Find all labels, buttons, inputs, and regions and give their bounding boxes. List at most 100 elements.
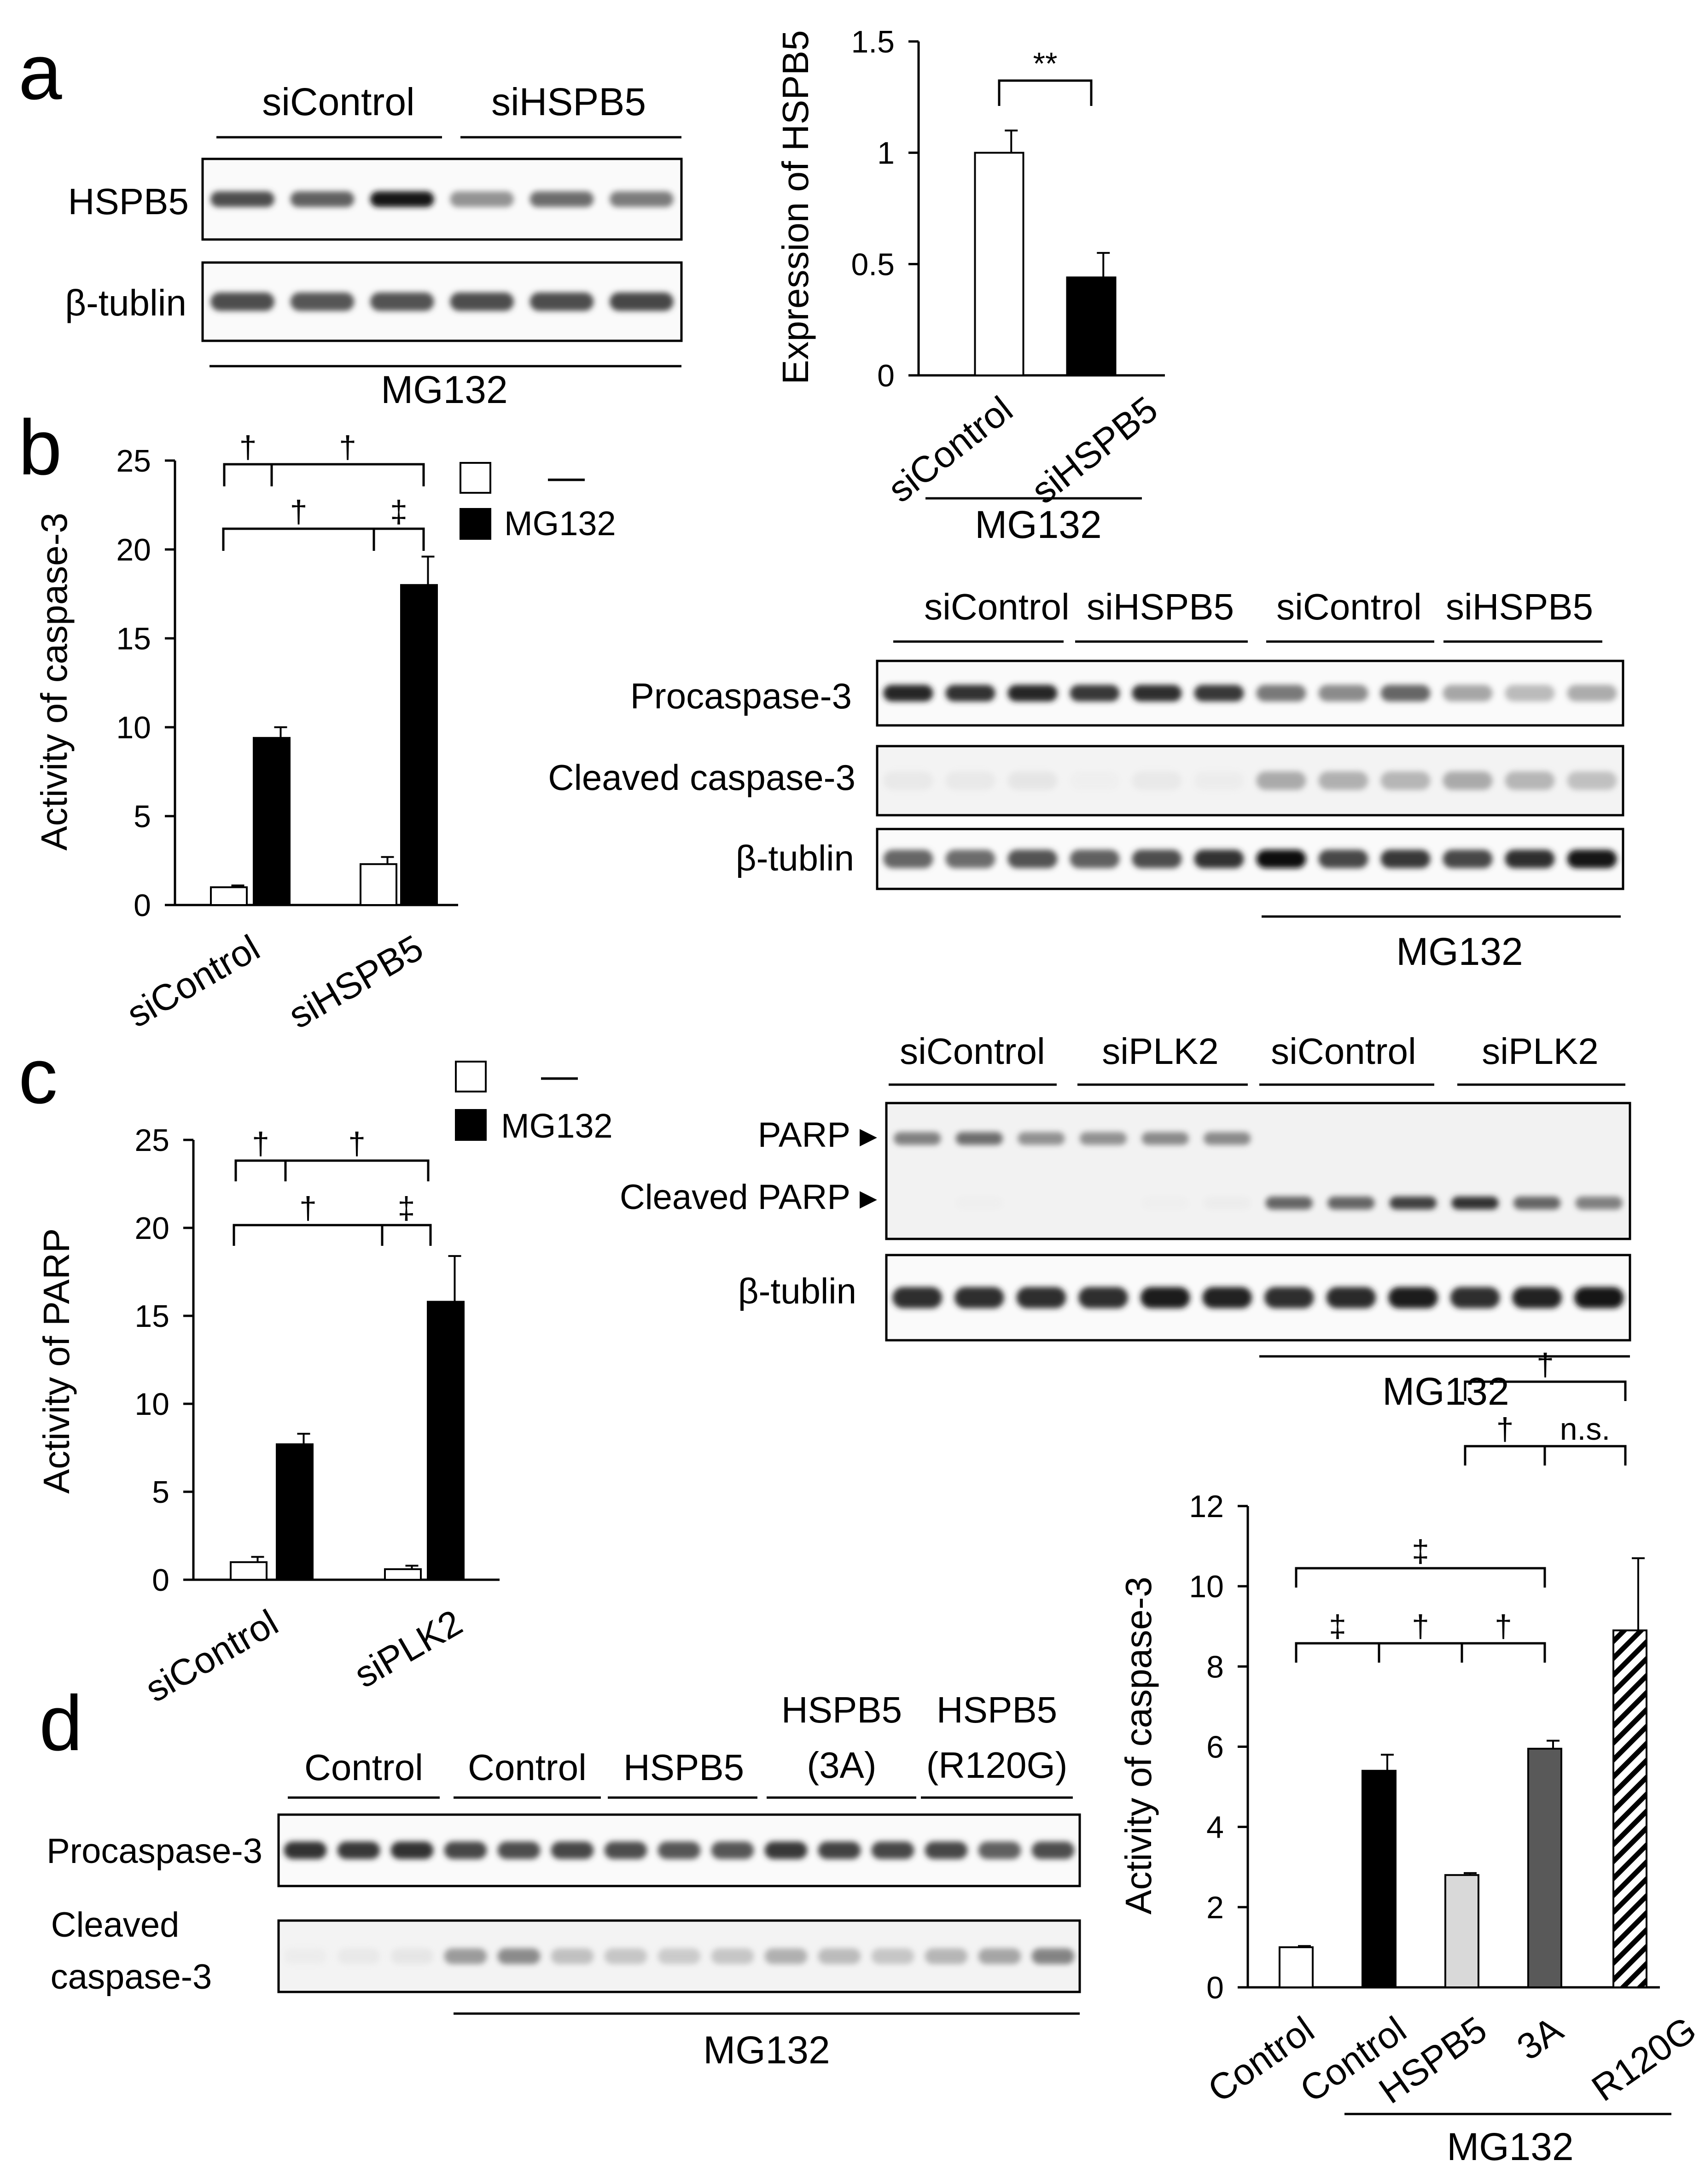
panel-b-blot-tubulin-band — [1007, 850, 1058, 868]
panel-d-group-label: (3A) — [807, 1745, 876, 1786]
panel-d-group-label: HSPB5 — [937, 1689, 1057, 1730]
panel-c-blot-tubulin-band — [1574, 1287, 1624, 1308]
panel-c-blot-tubulin-band — [1202, 1287, 1252, 1308]
panel-d-blot-cleaved-band — [604, 1948, 647, 1964]
panel-c-sig-3 — [233, 1224, 384, 1246]
panel-b-blot-procaspase — [876, 660, 1624, 727]
panel-d-blot-procaspase-band — [604, 1841, 647, 1859]
panel-c-blot-tubulin-band — [1512, 1287, 1562, 1308]
panel-b-blot-tubulin-band — [1070, 850, 1120, 868]
panel-d-blot-procaspase-band — [497, 1841, 541, 1859]
panel-c-blot-cleaved-parp-band — [1513, 1197, 1561, 1209]
panel-c-row-label: PARP ▸ — [758, 1115, 877, 1155]
panel-b-sig-1-label: † — [239, 430, 257, 465]
panel-b-sig-2 — [270, 463, 425, 486]
panel-d-sig-2 — [1543, 1445, 1627, 1466]
panel-b-group-label: siHSPB5 — [1446, 586, 1593, 627]
panel-c-legend-label: — — [541, 1055, 578, 1096]
panel-b-sig-2-label: † — [339, 430, 356, 465]
panel-a-blot-tubulin — [201, 261, 683, 342]
panel-d-blot-procaspase-band — [711, 1841, 754, 1859]
panel-c-blot-parp-band — [1265, 1132, 1313, 1145]
panel-d-blot-procaspase-band — [551, 1841, 594, 1859]
panel-d-blot-cleaved-band — [658, 1948, 701, 1964]
panel-c-blot-cleaved-parp-band — [1079, 1197, 1127, 1209]
panel-d-blot-procaspase-band — [978, 1841, 1021, 1859]
panel-d-chart-y-tick-label: 4 — [1206, 1810, 1224, 1845]
panel-d-blot-procaspase-band — [818, 1841, 861, 1859]
panel-a-blot-hspb5-band — [530, 191, 594, 207]
panel-c-blot-parp-band — [955, 1132, 1003, 1145]
panel-c-group-label: siControl — [1271, 1031, 1416, 1072]
panel-c-letter: c — [18, 1033, 58, 1120]
panel-a-blot-tubulin-band — [610, 292, 674, 311]
panel-c-legend-swatch-control — [455, 1061, 487, 1092]
panel-b-blot-cleaved-band — [1505, 771, 1555, 790]
panel-c-sig-3-label: † — [299, 1191, 317, 1226]
panel-d-blot-procaspase-band — [337, 1841, 380, 1859]
panel-b-blot-procaspase-band — [1505, 685, 1555, 701]
panel-b-legend-swatch-mg132 — [460, 508, 491, 540]
panel-d-bar-control — [1279, 1946, 1314, 1988]
panel-d-x-label: R120G — [1584, 2009, 1704, 2109]
panel-a-significance-label: ** — [1033, 46, 1058, 81]
panel-c-chart-y-tick-label: 10 — [134, 1387, 169, 1422]
panel-c-row-label: β-tublin — [738, 1271, 856, 1311]
panel-b-blot-cleaved-band — [1443, 771, 1493, 790]
panel-d-chart-treatment-label: MG132 — [1447, 2125, 1573, 2168]
panel-c-blot-parp-band — [1575, 1132, 1623, 1145]
panel-c-blot-parp-band — [1141, 1132, 1189, 1145]
panel-b-x-label: siControl — [120, 927, 267, 1035]
panel-c-blot-tubulin-band — [1016, 1287, 1066, 1308]
panel-c-blot-tubulin-band — [892, 1287, 943, 1308]
panel-b-blot-tubulin-band — [1132, 850, 1182, 868]
panel-d-bar-r120g — [1612, 1629, 1647, 1988]
panel-c-blot-cleaved-parp-band — [1389, 1197, 1437, 1209]
panel-b-x-label: siHSPB5 — [282, 927, 430, 1036]
panel-c-blot-cleaved-parp-band — [1204, 1197, 1251, 1209]
panel-c-x-label: siPLK2 — [347, 1602, 469, 1696]
panel-c-sig-1 — [234, 1159, 287, 1181]
panel-a-row-label: β-tublin — [65, 282, 186, 323]
panel-d-chart-y-tick-label: 6 — [1206, 1730, 1224, 1765]
panel-b-chart-y-tick-label: 15 — [116, 621, 151, 656]
panel-c-blot-tubulin-band — [1078, 1287, 1128, 1308]
panel-d-sig-3 — [1464, 1380, 1627, 1401]
panel-b-bar-sihspb5-mg132 — [400, 584, 438, 906]
panel-d-blot-cleaved-band — [1031, 1948, 1075, 1964]
panel-d-sig-3-label: † — [1536, 1347, 1554, 1382]
panel-c-blot-parp-band — [1018, 1132, 1065, 1145]
panel-d-blot-cleaved-band — [284, 1948, 327, 1964]
panel-b-blot-cleaved-band — [883, 771, 933, 790]
panel-b-blot-procaspase-band — [1007, 685, 1058, 701]
panel-c-blot-parp — [885, 1102, 1631, 1240]
panel-a-significance — [998, 79, 1093, 106]
panel-b-treatment-label: MG132 — [1396, 930, 1523, 973]
panel-b-bar-sihspb5-control — [360, 863, 397, 906]
panel-d-letter: d — [39, 1680, 83, 1767]
panel-a-row-label: HSPB5 — [68, 181, 189, 222]
panel-d-blot-procaspase-band — [390, 1841, 434, 1859]
panel-d-group-label: Control — [468, 1747, 587, 1788]
panel-a-chart-y-tick-label: 1.5 — [851, 24, 895, 59]
panel-c-blot-parp-band — [1451, 1132, 1499, 1145]
panel-b-chart-y-tick-label: 0 — [134, 888, 151, 923]
panel-b-blot-cleaved-background — [877, 746, 1623, 815]
panel-d-blot-cleaved-band — [551, 1948, 594, 1964]
panel-b-chart-y-tick-label: 5 — [134, 799, 151, 834]
panel-b-sig-3 — [222, 527, 375, 551]
panel-d-blot-procaspase-band — [925, 1841, 968, 1859]
panel-b-blot-tubulin-frame — [876, 828, 1624, 890]
panel-d-treatment-label: MG132 — [703, 2028, 830, 2072]
panel-d-chart-y-tick-label: 0 — [1206, 1970, 1224, 2005]
panel-d-blot-procaspase — [277, 1813, 1081, 1887]
panel-b-legend-label: — — [548, 456, 585, 497]
panel-b-row-label: β-tublin — [736, 838, 854, 878]
panel-a-blot-hspb5-band — [370, 191, 434, 207]
panel-d-blot-cleaved-band — [337, 1948, 380, 1964]
panel-b-blot-procaspase-background — [877, 661, 1623, 725]
panel-c-blot-cleaved-parp-band — [1141, 1197, 1189, 1209]
panel-d-group-label: Control — [304, 1747, 423, 1788]
panel-d-row-label: Cleaved — [51, 1905, 180, 1945]
